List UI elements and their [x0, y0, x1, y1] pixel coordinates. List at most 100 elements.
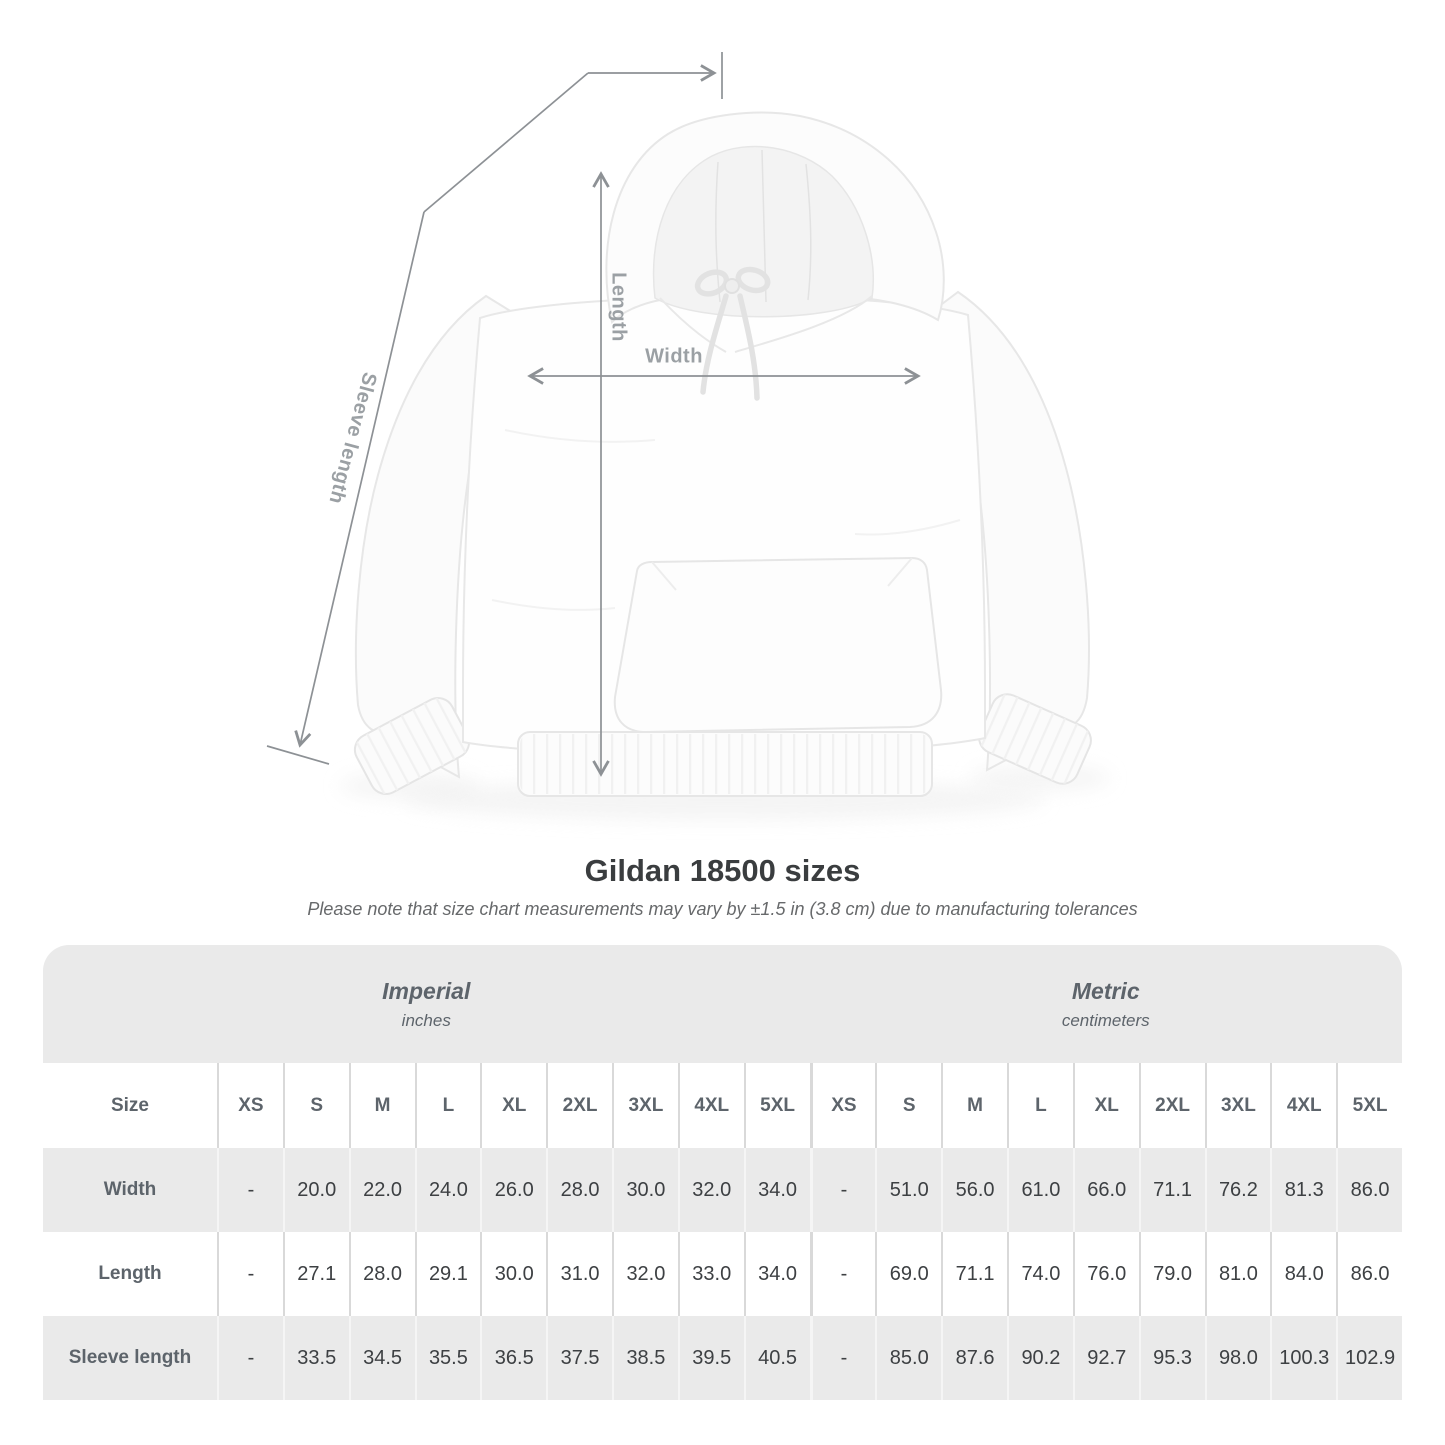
metric-unit-label: centimeters [1061, 1010, 1150, 1030]
size-header-metric: XS [809, 1063, 876, 1148]
sleeve-end-tick [266, 745, 330, 765]
metric-section-header: Metric centimeters [809, 945, 1402, 1063]
hoodie-cuffs [353, 693, 1092, 795]
tolerance-note: Please note that size chart measurements… [307, 899, 1138, 919]
data-cell-metric: 85.0 [875, 1316, 941, 1400]
size-header-imperial: 5XL [743, 1063, 810, 1148]
hoodie-illustration [266, 52, 1110, 820]
measurement-arrows [266, 52, 918, 774]
data-cell-imperial: 32.0 [612, 1232, 678, 1316]
imperial-label: Imperial [382, 977, 471, 1004]
data-cell-metric: 79.0 [1138, 1232, 1205, 1316]
size-header-imperial: L [414, 1063, 481, 1148]
data-cell-metric: 87.6 [941, 1316, 1007, 1400]
data-cell-imperial: 26.0 [480, 1148, 546, 1232]
data-cell-metric: 102.9 [1336, 1316, 1402, 1400]
size-header-imperial: 3XL [612, 1063, 678, 1148]
data-cell-imperial: 22.0 [348, 1148, 415, 1232]
sleeve-length-line-lower [300, 211, 425, 745]
table-row: Width -20.0 22.0 24.0 26.0 28.0 30.0 32.0 34.0-5… [43, 1148, 1402, 1232]
data-cell-metric: 86.0 [1336, 1148, 1402, 1232]
data-cell-metric: 86.0 [1336, 1232, 1402, 1316]
data-cell-metric: 84.0 [1270, 1232, 1336, 1316]
data-cell-imperial: 29.1 [414, 1232, 481, 1316]
data-cell-imperial: 30.0 [612, 1148, 678, 1232]
size-header-metric: XL [1072, 1063, 1139, 1148]
data-cell-imperial: 38.5 [612, 1316, 678, 1400]
data-cell-imperial: 35.5 [414, 1316, 481, 1400]
data-cell-imperial: 27.1 [282, 1232, 349, 1316]
data-cell-imperial: 24.0 [414, 1148, 481, 1232]
data-cell-metric: 98.0 [1204, 1316, 1271, 1400]
size-header-metric: 3XL [1204, 1063, 1271, 1148]
data-cell-imperial: 37.5 [546, 1316, 612, 1400]
size-header-imperial: 2XL [546, 1063, 612, 1148]
imperial-unit-label: inches [401, 1010, 451, 1030]
data-cell-imperial: - [217, 1232, 283, 1316]
data-cell-imperial: 40.5 [743, 1316, 810, 1400]
table-row: Length -27.1 28.0 29.1 30.0 31.0 32.0 33.0 34.0-… [43, 1232, 1402, 1316]
data-cell-metric: 56.0 [941, 1148, 1007, 1232]
data-cell-imperial: - [217, 1148, 283, 1232]
data-cell-imperial: 33.0 [677, 1232, 744, 1316]
data-cell-metric: 81.0 [1204, 1232, 1271, 1316]
size-header-imperial: M [348, 1063, 415, 1148]
size-header-metric: M [941, 1063, 1007, 1148]
page-title: Gildan 18500 sizes [584, 853, 861, 888]
table-header-row: Size XS S M L XL 2XL 3XL 4XL 5XL XS S M L XL 2XL 3XL 4XL 5… [43, 1063, 1402, 1148]
table-row: Sleeve length -33.5 34.5 35.5 36.5 37.5 38.5 39… [43, 1316, 1402, 1400]
size-header-metric: 5XL [1336, 1063, 1402, 1148]
data-cell-imperial: 28.0 [348, 1232, 415, 1316]
row-label: Sleeve length [68, 1347, 192, 1368]
data-cell-imperial: 28.0 [546, 1148, 612, 1232]
kangaroo-pocket [613, 556, 943, 734]
data-cell-imperial: 36.5 [480, 1316, 546, 1400]
data-cell-metric: 71.1 [941, 1232, 1007, 1316]
data-cell-imperial: 32.0 [677, 1148, 744, 1232]
length-dimension-label: Length [607, 272, 630, 342]
data-cell-metric: 76.2 [1204, 1148, 1271, 1232]
data-cell-metric: - [809, 1316, 876, 1400]
data-cell-imperial: 30.0 [480, 1232, 546, 1316]
hoodie-hem [517, 731, 933, 797]
size-header-imperial: S [282, 1063, 349, 1148]
size-corner-header: Size [110, 1094, 150, 1116]
data-cell-imperial: 39.5 [677, 1316, 744, 1400]
data-cell-metric: 74.0 [1007, 1232, 1073, 1316]
hoodie-figure: Length Width Sleeve length [266, 52, 1110, 820]
data-cell-imperial: 31.0 [546, 1232, 612, 1316]
data-cell-metric: 66.0 [1072, 1148, 1139, 1232]
data-cell-metric: 95.3 [1138, 1316, 1205, 1400]
data-cell-metric: 76.0 [1072, 1232, 1139, 1316]
data-cell-metric: 90.2 [1007, 1316, 1073, 1400]
size-header-metric: S [875, 1063, 941, 1148]
row-label: Width [103, 1179, 157, 1200]
data-cell-imperial: 20.0 [282, 1148, 349, 1232]
data-cell-imperial: - [217, 1316, 283, 1400]
data-cell-metric: 100.3 [1270, 1316, 1336, 1400]
units-band: Imperial inches Metric centimeters [43, 945, 1402, 1063]
data-cell-metric: 92.7 [1072, 1316, 1139, 1400]
size-header-metric: 4XL [1270, 1063, 1336, 1148]
size-header-imperial: XL [480, 1063, 546, 1148]
size-header-imperial: XS [217, 1063, 283, 1148]
data-cell-metric: 71.1 [1138, 1148, 1205, 1232]
data-cell-imperial: 33.5 [282, 1316, 349, 1400]
data-cell-imperial: 34.0 [743, 1148, 810, 1232]
row-label: Length [98, 1263, 162, 1284]
size-header-imperial: 4XL [677, 1063, 744, 1148]
size-header-metric: L [1007, 1063, 1073, 1148]
data-cell-metric: 51.0 [875, 1148, 941, 1232]
data-cell-metric: 61.0 [1007, 1148, 1073, 1232]
data-cell-metric: 81.3 [1270, 1148, 1336, 1232]
size-table: Imperial inches Metric centimeters Size X… [43, 945, 1402, 1400]
metric-label: Metric [1071, 977, 1140, 1004]
data-cell-metric: - [809, 1232, 876, 1316]
data-cell-metric: - [809, 1148, 876, 1232]
imperial-section-header: Imperial inches [43, 945, 810, 1063]
size-header-metric: 2XL [1138, 1063, 1205, 1148]
sleeve-length-line-upper [423, 72, 589, 213]
data-cell-imperial: 34.5 [348, 1316, 415, 1400]
data-cell-imperial: 34.0 [743, 1232, 810, 1316]
